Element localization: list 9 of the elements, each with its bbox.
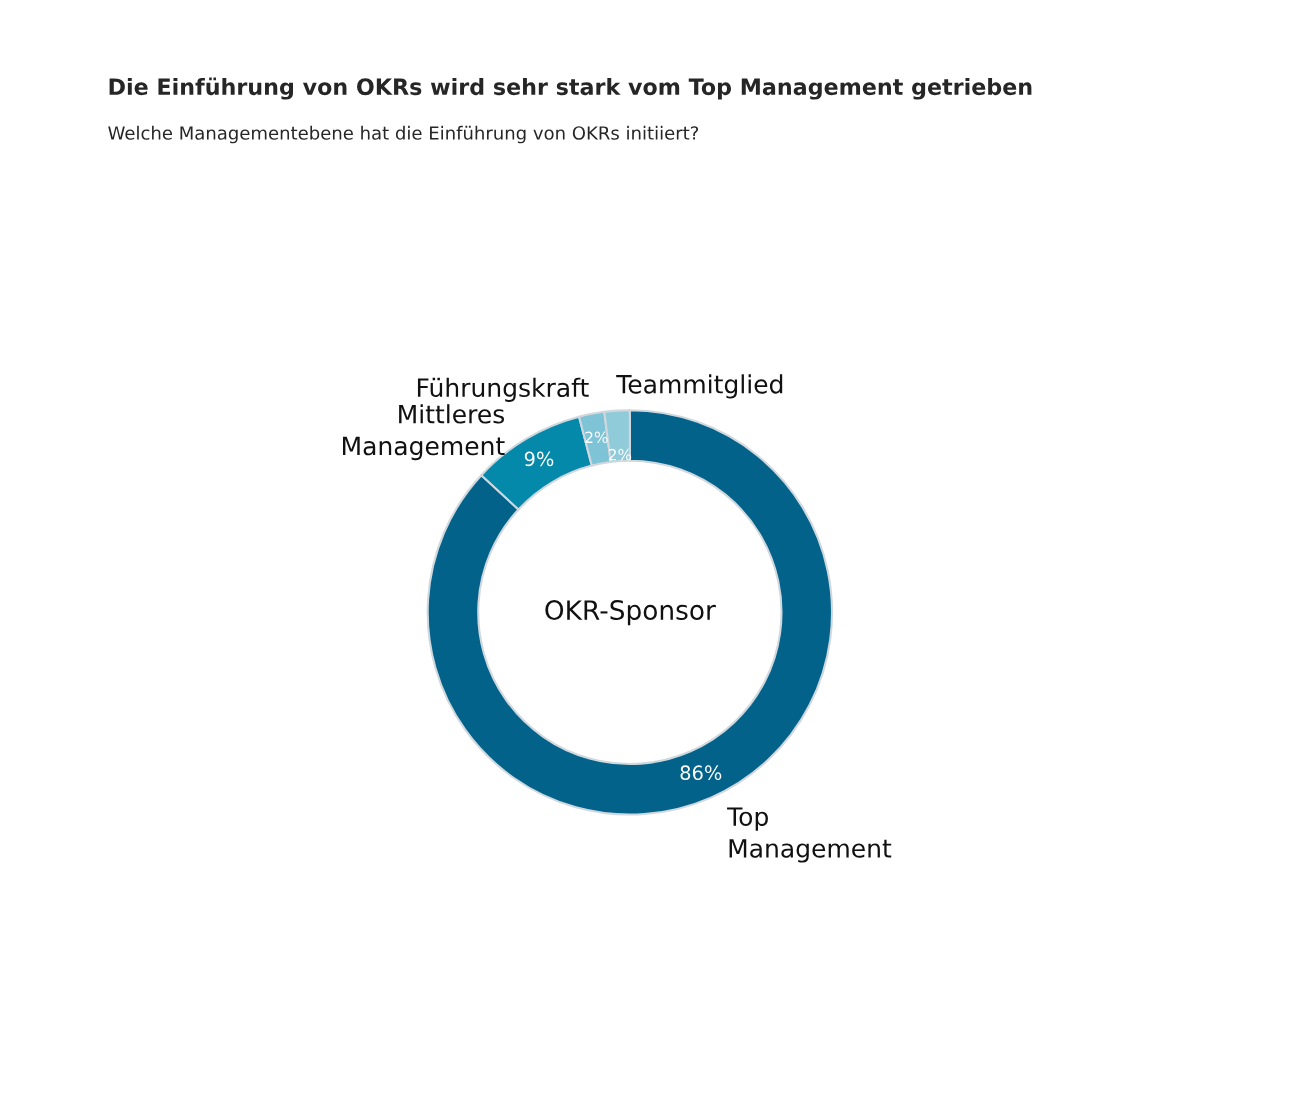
chart-subtitle: Welche Managementebene hat die Einführung von OKRs initiiert? bbox=[108, 125, 699, 144]
data-label: 86% bbox=[680, 765, 722, 781]
slice-label: Top Management bbox=[727, 807, 892, 863]
slice-label: Führungskraft bbox=[417, 377, 589, 402]
slice-label: Teammitglied bbox=[616, 374, 783, 399]
slice-label: Mittleres Management bbox=[343, 404, 505, 461]
chart-title: Die Einführung von OKRs wird sehr stark vom Top Management getrieben bbox=[109, 77, 1032, 100]
data-label: 9% bbox=[524, 451, 554, 467]
text: OKR-Sponsor bbox=[545, 600, 716, 626]
